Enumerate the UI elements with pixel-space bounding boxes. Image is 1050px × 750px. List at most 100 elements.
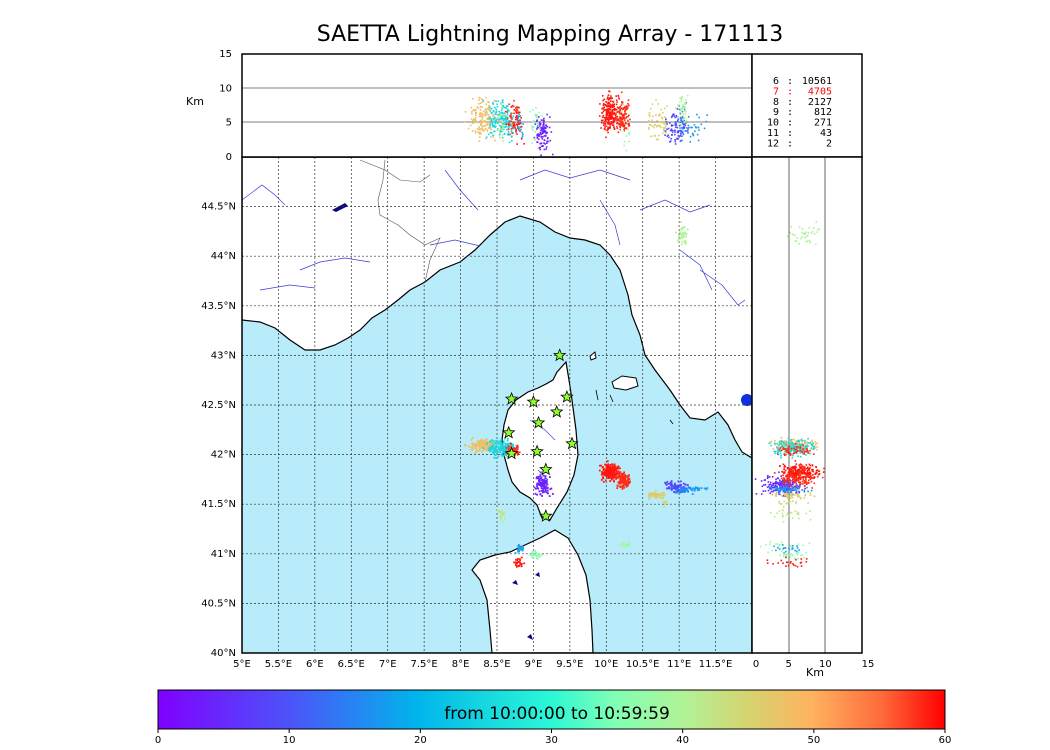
lightning-source-point bbox=[683, 119, 685, 122]
lightning-source-point bbox=[651, 103, 654, 105]
lightning-source-point bbox=[486, 440, 489, 443]
lightning-source-point bbox=[606, 122, 609, 124]
lightning-source-point bbox=[807, 474, 810, 476]
lightning-source-point bbox=[507, 445, 510, 448]
lightning-source-point bbox=[621, 100, 623, 103]
lightning-source-point bbox=[481, 450, 483, 453]
station-star-icon bbox=[560, 390, 574, 403]
lightning-source-point bbox=[682, 119, 684, 121]
lightning-source-point bbox=[776, 452, 779, 454]
lightning-source-point bbox=[810, 232, 813, 234]
lightning-source-point bbox=[780, 541, 783, 544]
lon-tick-label: 10.5°E bbox=[626, 659, 660, 670]
lightning-source-point bbox=[480, 124, 482, 126]
lightning-source-point bbox=[502, 445, 504, 448]
lightning-source-point bbox=[683, 231, 686, 234]
lightning-source-point bbox=[683, 117, 685, 120]
lightning-source-point bbox=[604, 118, 607, 121]
lightning-source-point bbox=[668, 486, 670, 488]
lightning-source-point bbox=[602, 110, 605, 112]
lightning-source-point bbox=[659, 493, 662, 496]
lightning-source-point bbox=[795, 486, 798, 489]
lightning-source-point bbox=[791, 545, 794, 547]
lightning-source-point bbox=[806, 444, 809, 446]
lightning-source-point bbox=[488, 443, 490, 446]
lightning-source-point bbox=[545, 485, 548, 488]
sardinia-island bbox=[471, 529, 594, 653]
lightning-source-point bbox=[504, 117, 507, 120]
lightning-source-point bbox=[656, 125, 658, 128]
lightning-source-point bbox=[614, 117, 616, 120]
lightning-source-point bbox=[539, 493, 542, 496]
lightning-source-point bbox=[540, 478, 543, 481]
lightning-source-point bbox=[791, 554, 794, 556]
lightning-source-point bbox=[684, 110, 686, 113]
lightning-source-point bbox=[537, 138, 540, 140]
lon-tick-label: 6°E bbox=[306, 659, 324, 670]
lightning-source-point bbox=[522, 133, 524, 136]
lightning-source-point bbox=[502, 449, 505, 452]
lightning-source-point bbox=[509, 133, 511, 136]
lightning-source-point bbox=[509, 124, 511, 126]
lightning-source-point bbox=[648, 115, 651, 118]
lightning-source-point bbox=[621, 108, 623, 110]
lightning-source-point bbox=[808, 226, 810, 229]
lightning-source-point bbox=[774, 488, 777, 490]
lightning-source-point bbox=[808, 542, 811, 544]
lightning-source-point bbox=[492, 442, 495, 445]
lightning-source-point bbox=[815, 466, 817, 468]
lightning-source-point bbox=[674, 131, 676, 133]
lightning-source-point bbox=[511, 117, 514, 119]
lightning-source-point bbox=[511, 444, 513, 447]
lightning-source-point bbox=[780, 477, 783, 479]
lightning-source-point bbox=[491, 441, 493, 444]
lightning-source-point bbox=[669, 487, 671, 490]
lightning-source-point bbox=[625, 117, 627, 120]
lightning-source-point bbox=[492, 134, 494, 137]
lightning-source-point bbox=[623, 546, 626, 548]
lightning-source-point bbox=[619, 114, 621, 116]
lightning-source-point bbox=[481, 116, 484, 118]
top-y-axis-label: Km bbox=[186, 95, 204, 108]
lightning-source-point bbox=[783, 483, 786, 486]
lightning-source-point bbox=[795, 490, 798, 492]
lightning-source-point bbox=[611, 97, 613, 99]
lightning-source-point bbox=[778, 471, 780, 474]
lightning-source-point bbox=[505, 116, 508, 118]
lightning-source-point bbox=[675, 107, 677, 109]
lightning-source-point bbox=[544, 488, 547, 490]
lightning-source-point bbox=[651, 494, 654, 497]
lightning-source-point bbox=[617, 94, 620, 97]
lightning-source-point bbox=[531, 142, 534, 145]
lon-tick-label: 10°E bbox=[594, 659, 618, 670]
lightning-source-point bbox=[544, 487, 547, 489]
lightning-source-point bbox=[816, 469, 819, 471]
lightning-source-point bbox=[512, 124, 514, 127]
lightning-source-point bbox=[780, 440, 783, 443]
lightning-source-point bbox=[778, 488, 780, 490]
lightning-source-point bbox=[779, 465, 781, 468]
lightning-source-point bbox=[505, 119, 507, 121]
count-separator: : bbox=[787, 97, 793, 108]
lightning-source-point bbox=[792, 469, 794, 471]
lightning-source-point bbox=[793, 452, 796, 454]
lightning-source-point bbox=[677, 480, 680, 483]
lightning-source-point bbox=[621, 473, 623, 476]
lightning-source-point bbox=[816, 231, 818, 233]
lightning-source-point bbox=[521, 135, 524, 137]
lightning-source-point bbox=[489, 119, 492, 122]
lightning-source-point bbox=[799, 498, 802, 500]
station-star-icon bbox=[530, 444, 544, 458]
lightning-source-point bbox=[623, 107, 626, 110]
lightning-source-point bbox=[815, 443, 817, 446]
lightning-source-point bbox=[606, 129, 608, 132]
lightning-source-point bbox=[670, 116, 673, 119]
lightning-source-point bbox=[799, 474, 802, 476]
lightning-source-point bbox=[807, 451, 809, 453]
lightning-source-point bbox=[795, 466, 797, 468]
lightning-source-point bbox=[764, 483, 767, 486]
lightning-source-point bbox=[650, 494, 652, 497]
lightning-source-point bbox=[608, 115, 610, 117]
count-value: 4705 bbox=[808, 86, 832, 97]
lightning-source-point bbox=[613, 126, 615, 129]
